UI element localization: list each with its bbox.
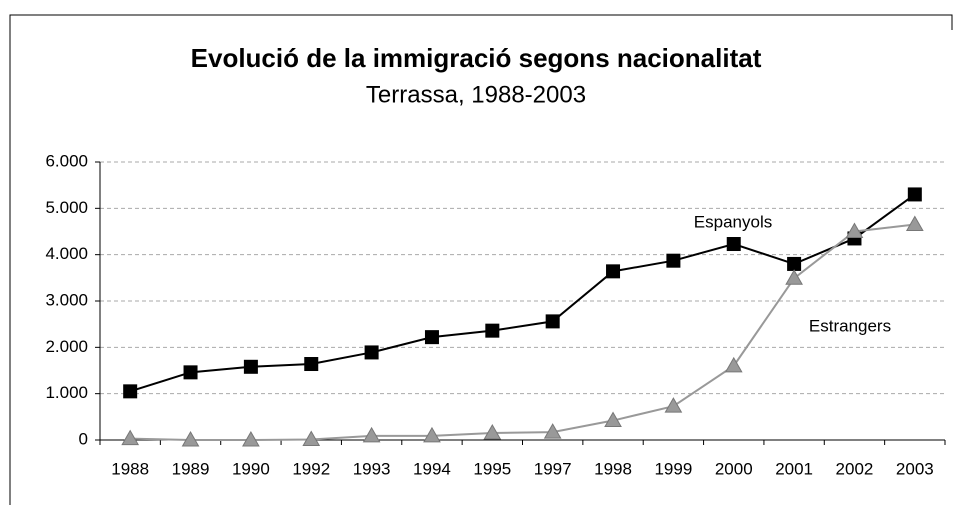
marker [664,397,683,413]
y-tick-label: 6.000 [45,151,88,170]
marker [785,269,803,285]
marker [724,356,743,373]
x-tick-label: 2002 [836,459,874,478]
y-tick-label: 3.000 [45,290,88,309]
marker [181,430,200,447]
marker [364,345,379,360]
x-tick-label: 1989 [172,459,210,478]
marker [183,365,198,380]
marker [907,187,922,202]
marker [666,253,681,268]
x-tick-label: 1992 [292,459,330,478]
marker [483,424,502,440]
marker [545,314,560,329]
marker [543,423,562,439]
marker [242,430,260,447]
marker [424,330,439,345]
x-tick-label: 1999 [654,459,692,478]
marker [121,429,140,446]
chart-subtitle: Terrassa, 1988-2003 [366,81,586,108]
chart-title: Evolució de la immigració segons naciona… [191,43,762,73]
x-tick-label: 2003 [896,459,934,478]
series-line [130,223,915,441]
series-line [129,193,916,393]
x-tick-label: 1993 [353,459,391,478]
x-tick-label: 2000 [715,459,753,478]
marker [787,256,802,271]
marker [423,426,441,443]
x-tick-label: 2001 [775,459,813,478]
marker [304,357,319,372]
x-tick-label: 1994 [413,459,451,478]
x-tick-label: 1998 [594,459,632,478]
marker [362,426,381,443]
x-tick-label: 1997 [534,459,572,478]
marker [845,222,864,238]
series-label: Estrangers [809,316,891,335]
marker [905,215,924,232]
marker [123,384,138,399]
marker [485,323,500,338]
x-tick-label: 1990 [232,459,270,478]
y-tick-label: 1.000 [45,383,88,402]
y-tick-label: 4.000 [45,244,88,263]
x-tick-label: 1995 [473,459,511,478]
series-label: Espanyols [694,212,772,231]
marker [243,359,258,374]
x-tick-label: 1988 [111,459,149,478]
marker [726,237,741,252]
marker [606,264,621,279]
y-tick-label: 5.000 [45,198,88,217]
marker [302,430,321,447]
y-tick-label: 2.000 [45,337,88,356]
marker [604,411,622,428]
frame [9,14,953,505]
y-tick-label: 0 [79,429,88,448]
